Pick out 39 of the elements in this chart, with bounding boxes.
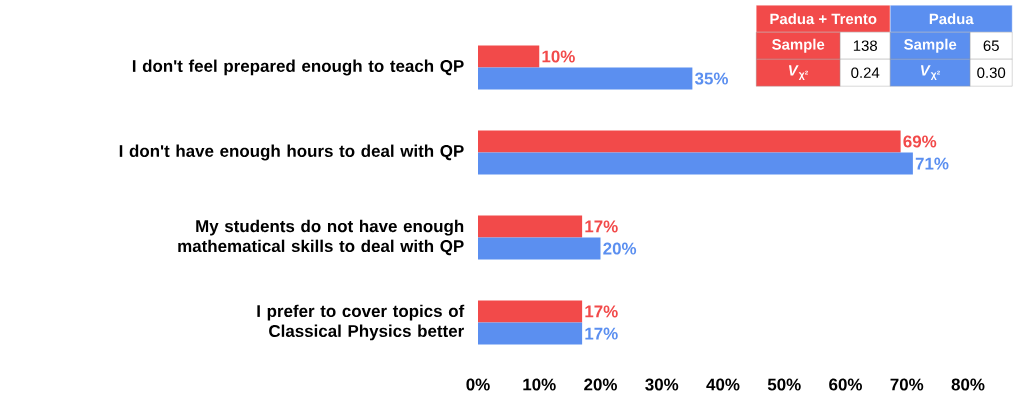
bar — [478, 67, 693, 90]
bar — [478, 215, 583, 238]
x-tick-label: 50% — [767, 378, 801, 391]
x-tick-label: 80% — [951, 378, 985, 391]
text: Padua + Trento — [770, 13, 877, 25]
data-label: 17% — [585, 220, 618, 233]
data-label: 10% — [542, 50, 575, 63]
x-tick-label: 10% — [523, 378, 556, 391]
data-label: 71% — [915, 157, 949, 170]
data-label: 20% — [603, 242, 637, 255]
annotation: V$_{χ²}$ — [788, 65, 808, 81]
text: 0.30 — [977, 67, 1006, 78]
y-tick-label: I don't feel prepared enough to teach QP — [132, 59, 464, 76]
annotation: Sample — [772, 38, 825, 53]
y-tick-label: My students do not have enough mathematical skills to deal with QP — [178, 219, 464, 256]
text: Padua — [929, 13, 974, 25]
x-tick-label: 30% — [645, 378, 679, 391]
data-label: 35% — [694, 72, 729, 85]
bar — [478, 322, 583, 345]
y-tick-label: I don't have enough hours to deal with QP — [119, 144, 464, 161]
x-tick-label: 60% — [829, 378, 862, 391]
bar — [478, 45, 540, 68]
text: 65 — [983, 40, 999, 51]
annotation: V$_{χ²}$ — [920, 65, 941, 81]
x-tick-label: 40% — [706, 378, 740, 391]
data-label: 17% — [585, 305, 618, 318]
x-tick-label: 0% — [466, 378, 490, 391]
x-tick-label: 20% — [584, 378, 617, 391]
annotation: Sample — [904, 38, 957, 53]
y-tick-label: I prefer to cover topics of Classical Physics better — [257, 304, 465, 341]
annotation: 0.24 — [851, 67, 880, 78]
annotation: 138 — [853, 40, 878, 51]
x-tick-label: 70% — [890, 378, 924, 391]
bar — [478, 130, 901, 153]
bar — [478, 237, 601, 260]
bar — [478, 300, 583, 323]
data-label: 17% — [585, 327, 618, 340]
data-label: 69% — [903, 135, 937, 148]
bar — [478, 152, 913, 175]
